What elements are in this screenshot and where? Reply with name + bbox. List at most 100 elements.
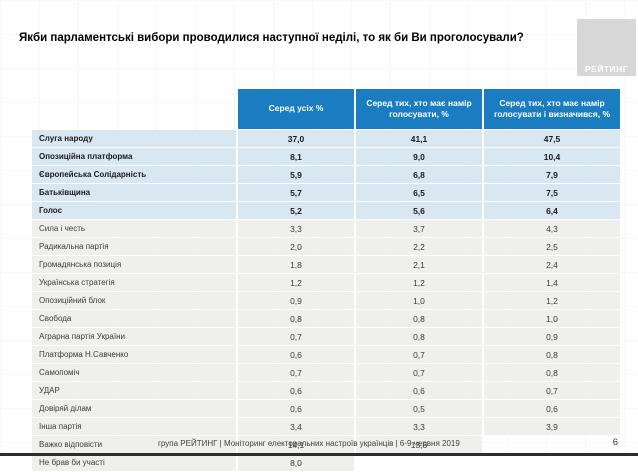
value-cell: 0,7: [238, 328, 354, 345]
value-cell: 9,0: [356, 148, 482, 165]
value-cell: 0,8: [356, 310, 482, 327]
value-cell: 1,8: [238, 256, 354, 273]
table-row: Європейська Солідарність 5,9 6,8 7,9: [32, 166, 620, 183]
value-cell: 3,3: [356, 418, 482, 435]
value-cell: 4,3: [484, 220, 620, 237]
value-cell: 41,1: [356, 130, 482, 147]
value-cell: 1,4: [484, 274, 620, 291]
table-row: УДАР 0,6 0,6 0,7: [32, 382, 620, 399]
party-name-cell: Сила і честь: [32, 220, 236, 237]
party-name-cell: Платформа Н.Савченко: [32, 346, 236, 363]
value-cell: 0,8: [238, 310, 354, 327]
value-cell: 3,7: [356, 220, 482, 237]
value-cell: 0,5: [356, 400, 482, 417]
value-cell: 3,3: [238, 220, 354, 237]
value-cell: 2,1: [356, 256, 482, 273]
party-name-cell: Інша партія: [32, 418, 236, 435]
party-name-cell: Голос: [32, 202, 236, 219]
value-cell: 0,8: [356, 328, 482, 345]
table-row: Голос 5,2 5,6 6,4: [32, 202, 620, 219]
results-table: Серед усіх % Серед тих, хто має намір го…: [30, 88, 622, 472]
value-cell: 0,7: [356, 346, 482, 363]
header-intend-to-vote: Серед тих, хто має намір голосувати, %: [356, 89, 482, 129]
table-row: Опозиційна платформа 8,1 9,0 10,4: [32, 148, 620, 165]
rating-group-logo: РЕЙТИНГ: [577, 19, 636, 76]
value-cell: 5,2: [238, 202, 354, 219]
header-among-all: Серед усіх %: [238, 89, 354, 129]
value-cell: 0,8: [484, 346, 620, 363]
footer-source-text: група РЕЙТИНГ | Моніторинг електоральних…: [158, 439, 460, 448]
party-name-cell: Свобода: [32, 310, 236, 327]
table-row: Платформа Н.Савченко 0,6 0,7 0,8: [32, 346, 620, 363]
value-cell: 3,4: [238, 418, 354, 435]
value-cell: 8,1: [238, 148, 354, 165]
table-header: Серед усіх % Серед тих, хто має намір го…: [32, 89, 620, 129]
party-name-cell: Опозиційний блок: [32, 292, 236, 309]
value-cell: 0,7: [238, 364, 354, 381]
table-row: Українська стратегія 1,2 1,2 1,4: [32, 274, 620, 291]
table-row: Довіряй ділам 0,6 0,5 0,6: [32, 400, 620, 417]
value-cell: 0,6: [238, 346, 354, 363]
party-name-cell: Не брав би участі: [32, 454, 236, 471]
table-header-row: Серед усіх % Серед тих, хто має намір го…: [32, 89, 620, 129]
value-cell: 2,5: [484, 238, 620, 255]
header-spacer-cell: [32, 89, 236, 129]
table-row: Свобода 0,8 0,8 1,0: [32, 310, 620, 327]
table-row: Слуга народу 37,0 41,1 47,5: [32, 130, 620, 147]
table-row: Важко відповісти 14,1 13,6: [32, 436, 620, 453]
value-cell: 37,0: [238, 130, 354, 147]
value-cell: 0,6: [356, 382, 482, 399]
value-cell: 0,8: [484, 364, 620, 381]
value-cell: 0,6: [484, 400, 620, 417]
table-row: Сила і честь 3,3 3,7 4,3: [32, 220, 620, 237]
value-cell: 1,0: [484, 310, 620, 327]
table-row: Аграрна партія України 0,7 0,8 0,9: [32, 328, 620, 345]
value-cell: [484, 436, 620, 453]
value-cell: 2,4: [484, 256, 620, 273]
value-cell: 2,2: [356, 238, 482, 255]
slide-title: Якби парламентські вибори проводилися на…: [19, 32, 524, 44]
value-cell: 8,0: [238, 454, 354, 471]
value-cell: 1,2: [238, 274, 354, 291]
value-cell: 6,8: [356, 166, 482, 183]
table-row: Не брав би участі 8,0: [32, 454, 620, 471]
table-row: Самопоміч 0,7 0,7 0,8: [32, 364, 620, 381]
party-name-cell: Європейська Солідарність: [32, 166, 236, 183]
party-name-cell: Громадянська позиція: [32, 256, 236, 273]
value-cell: 0,7: [356, 364, 482, 381]
results-table-container: Серед усіх % Серед тих, хто має намір го…: [30, 88, 622, 472]
party-name-cell: Довіряй ділам: [32, 400, 236, 417]
value-cell: 3,9: [484, 418, 620, 435]
value-cell: 13,6: [356, 436, 482, 453]
table-row: Батьківщина 5,7 6,5 7,5: [32, 184, 620, 201]
value-cell: 2,0: [238, 238, 354, 255]
value-cell: [356, 454, 482, 471]
table-row: Громадянська позиція 1,8 2,1 2,4: [32, 256, 620, 273]
party-name-cell: Самопоміч: [32, 364, 236, 381]
value-cell: 5,9: [238, 166, 354, 183]
party-name-cell: Слуга народу: [32, 130, 236, 147]
value-cell: 0,6: [238, 382, 354, 399]
value-cell: 14,1: [238, 436, 354, 453]
bottom-accent-bar: [0, 453, 638, 456]
value-cell: 5,7: [238, 184, 354, 201]
value-cell: 6,4: [484, 202, 620, 219]
value-cell: 7,9: [484, 166, 620, 183]
value-cell: 0,7: [484, 382, 620, 399]
value-cell: 5,6: [356, 202, 482, 219]
value-cell: 0,9: [484, 328, 620, 345]
table-row: Опозиційний блок 0,9 1,0 1,2: [32, 292, 620, 309]
table-body: Слуга народу 37,0 41,1 47,5 Опозиційна платф…: [32, 130, 620, 471]
party-name-cell: Батьківщина: [32, 184, 236, 201]
value-cell: 1,2: [484, 292, 620, 309]
value-cell: 6,5: [356, 184, 482, 201]
value-cell: 10,4: [484, 148, 620, 165]
value-cell: 0,6: [238, 400, 354, 417]
table-row: Інша партія 3,4 3,3 3,9: [32, 418, 620, 435]
header-intend-and-decided: Серед тих, хто має намір голосувати і ви…: [484, 89, 620, 129]
table-row: Радикальна партія 2,0 2,2 2,5: [32, 238, 620, 255]
party-name-cell: Українська стратегія: [32, 274, 236, 291]
party-name-cell: УДАР: [32, 382, 236, 399]
rating-logo-text: РЕЙТИНГ: [584, 64, 629, 74]
party-name-cell: Аграрна партія України: [32, 328, 236, 345]
